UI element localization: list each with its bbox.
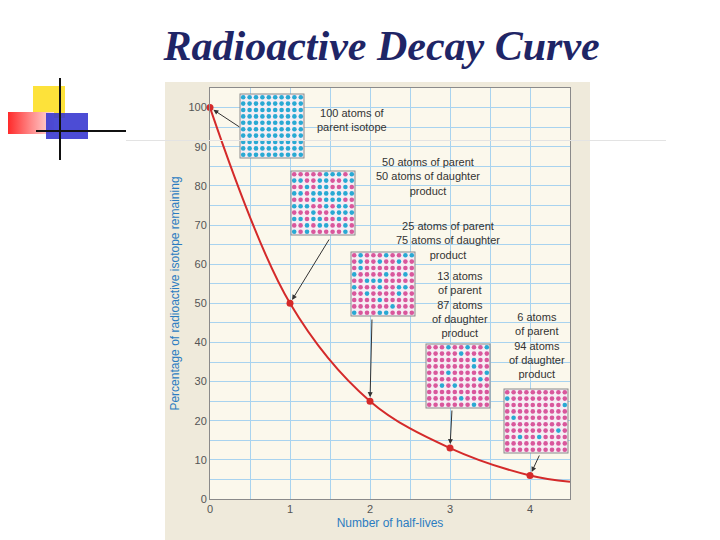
- svg-text:13 atomsof parent87 atomsof da: 13 atomsof parent87 atomsof daughterprod…: [432, 270, 488, 339]
- svg-text:25 atoms of parent75 atoms of: 25 atoms of parent75 atoms of daughterpr…: [396, 220, 500, 261]
- svg-text:2: 2: [367, 503, 373, 515]
- svg-text:50 atoms of parent50 atoms of: 50 atoms of parent50 atoms of daughterpr…: [376, 156, 480, 197]
- svg-text:60: 60: [195, 258, 207, 270]
- svg-text:80: 80: [195, 180, 207, 192]
- svg-text:40: 40: [195, 336, 207, 348]
- svg-text:6 atomsof parent94 atomsof dau: 6 atomsof parent94 atomsof daughterprodu…: [509, 311, 565, 380]
- svg-text:4: 4: [527, 503, 533, 515]
- svg-text:1: 1: [287, 503, 293, 515]
- svg-text:Number of half-lives: Number of half-lives: [337, 516, 444, 530]
- svg-text:100 atoms ofparent isotope: 100 atoms ofparent isotope: [317, 107, 387, 133]
- svg-text:0: 0: [207, 503, 213, 515]
- svg-text:90: 90: [195, 141, 207, 153]
- svg-text:50: 50: [195, 297, 207, 309]
- svg-text:Percentage of radioactive isot: Percentage of radioactive isotope remain…: [168, 176, 182, 410]
- svg-text:0: 0: [201, 493, 207, 505]
- svg-text:20: 20: [195, 415, 207, 427]
- svg-text:100: 100: [188, 101, 206, 113]
- svg-text:70: 70: [195, 219, 207, 231]
- svg-text:10: 10: [195, 454, 207, 466]
- svg-text:Radioactive Decay Curve: Radioactive Decay Curve: [162, 23, 599, 69]
- svg-text:30: 30: [195, 375, 207, 387]
- svg-text:3: 3: [447, 503, 453, 515]
